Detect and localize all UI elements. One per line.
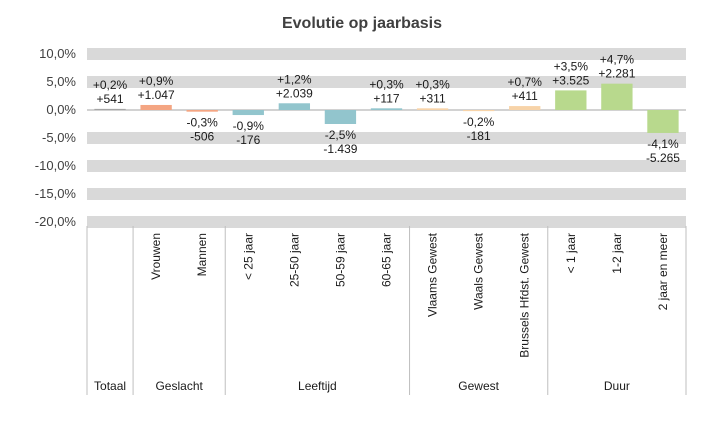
category-label: 2 jaar en meer	[656, 233, 670, 310]
bar-label-pct: -2,5%	[325, 128, 357, 142]
chart-title: Evolutie op jaarbasis	[282, 15, 442, 32]
group-label: Totaal	[94, 379, 126, 393]
category-label: 1-2 jaar	[610, 233, 624, 274]
bar	[324, 110, 357, 124]
category-label: 50-59 jaar	[333, 233, 347, 287]
group-labels: Totaal Geslacht Leeftijd Gewest Duur	[86, 226, 687, 395]
bar-label-pct: +1,2%	[277, 72, 312, 86]
category-label: Vrouwen	[149, 233, 163, 280]
category-label: < 1 jaar	[564, 233, 578, 273]
grid-band	[87, 76, 686, 88]
bar	[416, 108, 449, 110]
bar	[94, 108, 126, 110]
bar-label-abs: -5.265	[646, 151, 680, 165]
group-label: Duur	[604, 379, 630, 393]
grid-band	[87, 188, 686, 200]
y-tick-label: -15,0%	[35, 186, 77, 201]
bar	[601, 83, 633, 110]
category-label: Waals Gewest	[472, 232, 486, 310]
bar	[370, 108, 403, 110]
bar-label-abs: +3.525	[552, 73, 589, 87]
grid-band	[87, 216, 686, 228]
bars	[94, 83, 679, 133]
bar	[140, 104, 172, 110]
grid-bands	[87, 48, 686, 228]
category-label: 25-50 jaar	[287, 233, 301, 287]
bar-label-abs: +2.039	[276, 86, 313, 100]
bar	[232, 110, 264, 116]
bar-label-pct: +4,7%	[600, 53, 635, 67]
bar-label-pct: +0,3%	[415, 77, 450, 91]
bar-label-abs: -176	[236, 133, 260, 147]
bar-label-pct: +0,2%	[93, 78, 128, 92]
category-label: < 25 jaar	[241, 233, 255, 280]
data-labels: +0,2%+541 +0,9%+1.047 -0,3%-506 -0,9%-176 +1…	[93, 53, 680, 165]
bar-label-abs: +541	[97, 92, 124, 106]
category-label: 60-65 jaar	[380, 233, 394, 287]
bar-label-pct: +0,7%	[508, 75, 543, 89]
grid-band	[87, 132, 686, 144]
grid-band	[87, 48, 686, 60]
group-label: Leeftijd	[298, 379, 337, 393]
y-tick-label: -20,0%	[35, 214, 77, 229]
bar-label-pct: +0,3%	[369, 77, 404, 91]
category-label: Vlaams Gewest	[426, 232, 440, 317]
y-tick-label: 10,0%	[39, 46, 76, 61]
bar-label-pct: -0,9%	[233, 119, 265, 133]
bar-label-abs: -506	[190, 130, 214, 144]
bar-label-abs: +117	[373, 91, 399, 105]
y-tick-label: -5,0%	[42, 130, 76, 145]
bar-label-abs: +311	[420, 91, 446, 105]
bar	[509, 106, 541, 110]
bar-label-pct: +3,5%	[554, 59, 589, 73]
category-label: Brussels Hfdst. Gewest	[518, 232, 532, 357]
bar-label-abs: +1.047	[138, 88, 175, 102]
bar-label-abs: -181	[467, 129, 491, 143]
bar-label-abs: +2.281	[598, 67, 635, 81]
bar-label-pct: -4,1%	[647, 137, 679, 151]
group-label: Geslacht	[155, 379, 203, 393]
y-tick-label: 5,0%	[46, 74, 76, 89]
group-label: Gewest	[458, 379, 499, 393]
bar-label-abs: -1.439	[323, 142, 357, 156]
bar-label-pct: -0,2%	[463, 115, 495, 129]
bar-label-pct: -0,3%	[187, 116, 219, 130]
category-label: Mannen	[195, 233, 209, 276]
category-labels: Vrouwen Mannen < 25 jaar 25-50 jaar 50-59 ja…	[149, 232, 670, 357]
grid-band	[87, 160, 686, 172]
bar	[555, 90, 587, 110]
y-axis-ticks: 10,0% 5,0% 0,0% -5,0% -10,0% -15,0% -20,0%	[35, 46, 77, 229]
y-tick-label: 0,0%	[46, 102, 76, 117]
y-tick-label: -10,0%	[35, 158, 77, 173]
bar-label-abs: +411	[512, 89, 538, 103]
bar	[647, 110, 679, 133]
bar-label-pct: +0,9%	[139, 74, 174, 88]
bar	[186, 110, 218, 112]
bar	[462, 110, 495, 112]
bar	[278, 103, 311, 110]
